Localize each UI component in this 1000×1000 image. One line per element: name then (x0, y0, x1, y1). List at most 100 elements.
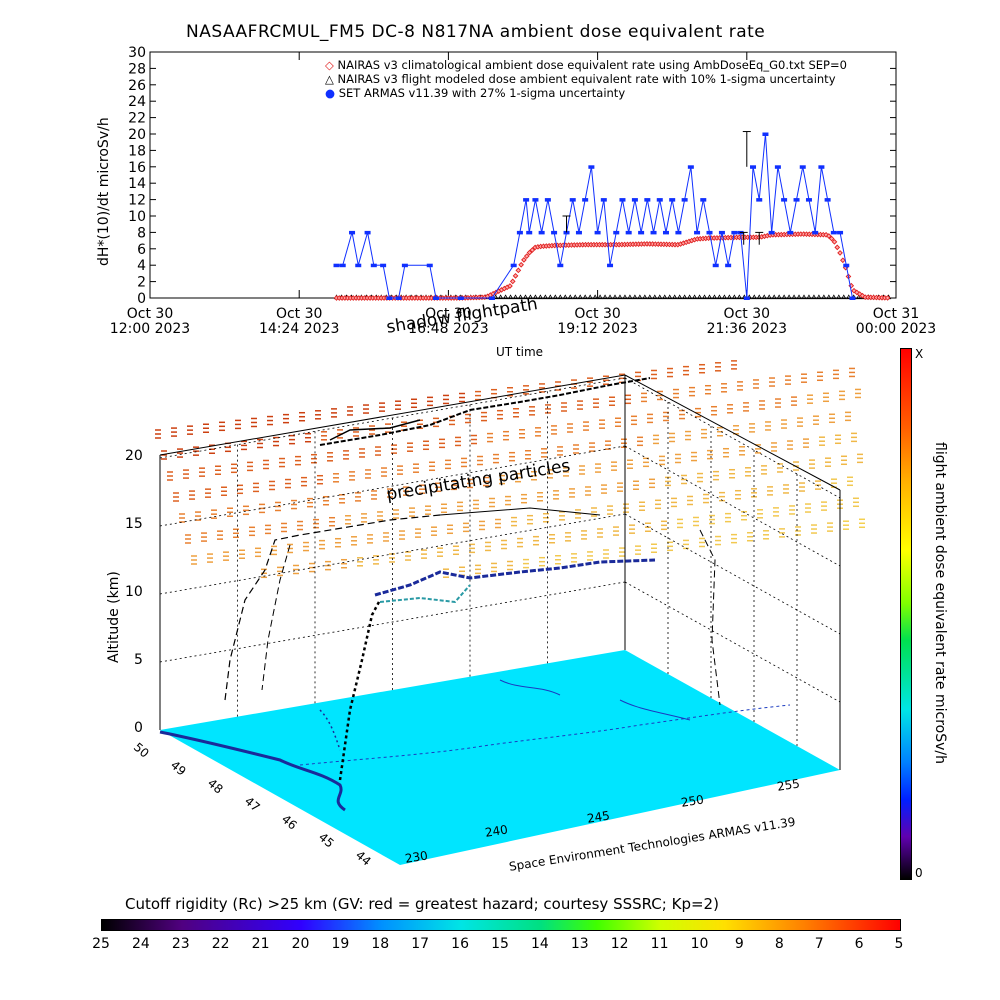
armas-segment (615, 199, 623, 233)
armas-point (781, 198, 788, 202)
shadow-path-west (224, 514, 441, 701)
armas-segment (547, 199, 555, 233)
grid-line-back (159, 581, 626, 663)
armas-segment (357, 232, 369, 266)
nairas-flight-point (547, 294, 554, 300)
altitude-label: Altitude (km) (106, 571, 122, 663)
armas-segment (758, 133, 766, 200)
armas-point (837, 230, 844, 235)
armas-segment (702, 199, 710, 233)
nairas-flight-point (527, 294, 534, 300)
armas-point (370, 263, 377, 268)
armas-point (582, 198, 589, 202)
diamond-icon: ◇ (325, 58, 334, 72)
armas-point (805, 198, 812, 202)
nairas-flight-point (751, 294, 757, 300)
nairas-flight-point (726, 294, 733, 300)
nairas-flight-point (706, 294, 713, 300)
armas-point (600, 198, 607, 202)
nairas-clim-point (831, 238, 838, 245)
armas-point (594, 230, 601, 235)
nairas-clim-point (859, 292, 866, 299)
nairas-flight-point (562, 294, 568, 300)
x-tick-label-date: Oct 30 (574, 306, 621, 322)
nairas-flight-point (786, 294, 792, 300)
nairas-clim-point (507, 283, 513, 289)
armas-point (432, 296, 439, 300)
armas-point (712, 263, 719, 268)
armas-segment (553, 232, 561, 266)
shadow-path-descent (261, 544, 291, 691)
y-tick-label: 10 (128, 209, 146, 225)
colorbar-top-label: X (915, 347, 924, 361)
armas-point (756, 198, 763, 202)
nairas-flight-point (826, 294, 832, 300)
colorbar-bottom-label: 0 (915, 866, 923, 880)
armas-segment (342, 232, 353, 266)
rigidity-tick-label: 18 (371, 936, 390, 952)
chart-title: NASAAFRCMUL_FM5 DC-8 N817NA ambient dose… (186, 22, 766, 42)
armas-segment (621, 199, 630, 233)
armas-segment (721, 232, 729, 266)
river-line (619, 699, 691, 721)
cruise-trace-2 (379, 584, 471, 604)
armas-point (380, 263, 387, 268)
armas-point (750, 165, 757, 169)
rigidity-tick-label: 5 (894, 936, 904, 952)
armas-point (675, 230, 682, 235)
dose-dash-field (155, 360, 865, 579)
y-tick-label: 22 (128, 111, 146, 127)
armas-segment (659, 199, 667, 233)
x-tick-label-date: Oct 30 (126, 306, 174, 322)
armas-segment (628, 199, 636, 233)
nairas-flight-point (766, 294, 772, 300)
nairas-clim-point (834, 244, 841, 251)
armas-point (588, 165, 595, 169)
armas-point (799, 165, 806, 169)
armas-segment (590, 166, 599, 233)
grid-line-side (624, 377, 841, 499)
armas-point (339, 263, 346, 268)
rigidity-tick-label: 7 (814, 936, 824, 952)
nairas-clim-point (823, 231, 829, 238)
armas-point (824, 198, 831, 202)
cruise-trace (374, 558, 656, 597)
nairas-flight-point (761, 294, 767, 300)
rigidity-tick-label: 16 (451, 936, 469, 952)
armas-point (725, 263, 732, 268)
nairas-flight-point (557, 294, 563, 300)
colorbar-right-label: flight ambient dose equivalent rate micr… (932, 442, 948, 764)
armas-point (694, 230, 701, 235)
nairas-flight-point (831, 294, 837, 300)
armas-point (830, 230, 837, 235)
nairas-flight-point (532, 294, 539, 300)
armas-point (557, 263, 564, 268)
z-tick-label: 0 (134, 720, 143, 736)
nairas-flight-point (696, 294, 703, 300)
legend-label: NAIRAS v3 climatological ambient dose eq… (337, 58, 847, 72)
armas-point (619, 198, 626, 202)
armas-point (426, 263, 433, 268)
y-tick-label: 8 (137, 225, 146, 241)
armas-point (538, 230, 545, 235)
armas-segment (740, 232, 748, 299)
nairas-flight-point (816, 294, 822, 300)
armas-point (631, 198, 638, 202)
projected-trace (319, 377, 651, 446)
legend-item-nairas-flight: △ NAIRAS v3 flight modeled dose ambient … (325, 72, 847, 86)
armas-segment (814, 166, 822, 233)
armas-point (510, 263, 517, 268)
armas-segment (783, 199, 791, 233)
nairas-flight-point (637, 294, 643, 300)
rigidity-title: Cutoff rigidity (Rc) >25 km (GV: red = g… (125, 895, 719, 913)
armas-segment (398, 265, 406, 299)
nairas-flight-point (522, 294, 529, 300)
armas-point (532, 198, 539, 202)
armas-segment (771, 166, 779, 233)
armas-point (849, 296, 856, 300)
nairas-flight-point (567, 294, 573, 300)
nairas-clim-point (826, 233, 832, 239)
armas-point (516, 230, 523, 235)
nairas-flight-point (507, 294, 514, 300)
nairas-clim-point (529, 247, 536, 253)
